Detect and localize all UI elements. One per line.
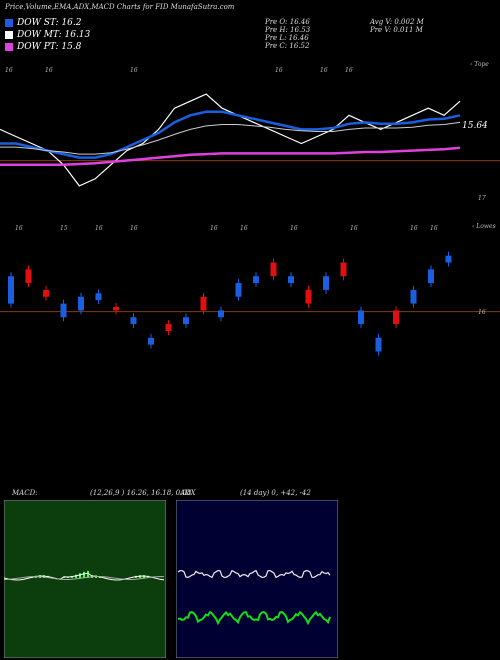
macd-panel: [4, 500, 166, 658]
candle: [60, 303, 67, 318]
date-tick-label: 16: [210, 225, 218, 232]
last-value-label: 15.64: [462, 121, 488, 131]
candle: [78, 296, 84, 311]
date-tick-label: 16: [290, 225, 298, 232]
date-tick-label: 16: [5, 67, 13, 74]
legend-label: DOW MT: 16.13: [17, 30, 91, 40]
candle: [358, 310, 364, 325]
candle: [200, 296, 207, 311]
macd-signal-line: [4, 576, 165, 580]
stat-close: Pre C: 16.52: [265, 42, 310, 50]
candle: [113, 307, 119, 311]
date-tick-label: 16: [320, 67, 328, 74]
stat-pre-volume: Pre V: 0.011 M: [370, 26, 423, 34]
candle: [183, 317, 189, 325]
macd-title: MACD:: [12, 489, 38, 497]
candle: [288, 276, 294, 284]
candle: [428, 269, 434, 284]
adx-panel: [176, 500, 338, 658]
candle: [43, 289, 49, 297]
date-tick-label: 16: [130, 225, 138, 232]
candle: [340, 262, 347, 277]
stat-high: Pre H: 16.53: [265, 26, 311, 34]
date-tick-label: 16: [95, 225, 103, 232]
adx-plus-di-line: [177, 569, 331, 579]
legend-label: DOW PT: 15.8: [17, 42, 82, 52]
legend-dow-pt: DOW PT: 15.8: [5, 42, 81, 52]
candle: [393, 310, 399, 325]
legend-swatch-white: [5, 31, 13, 39]
candle: [165, 324, 172, 331]
date-tick-label: 16: [15, 225, 23, 232]
adx-params: (14 day) 0, +42, -42: [240, 489, 311, 497]
stat-avg-volume: Avg V: 0.002 M: [370, 18, 424, 26]
date-tick-label: 16: [410, 225, 418, 232]
candle: [218, 310, 224, 318]
ema-chart: 16 16 16 16 16 16 ‹ Tope 15.64 17: [0, 61, 500, 202]
series-mid_ema: [0, 121, 461, 155]
price-candle-chart: 16 15 16 16 16 16 16 16 16 16 ‹ Lowes 16: [0, 223, 500, 356]
adx-minus-di-line: [177, 610, 331, 626]
legend-swatch-magenta: [5, 43, 13, 51]
macd-params: (12,26,9 ) 16.26, 16.18, 0.08: [90, 489, 192, 497]
candle: [253, 276, 259, 284]
candle: [130, 317, 137, 325]
series-price_line: [0, 93, 461, 187]
candle: [323, 276, 329, 290]
candle: [270, 262, 277, 277]
date-tick-label: 16: [240, 225, 248, 232]
series-slow_ema: [0, 146, 461, 166]
series-fast_ema: [0, 110, 461, 159]
legend-swatch-blue: [5, 19, 13, 27]
date-tick-label: 16: [345, 67, 353, 74]
candle: [375, 337, 382, 352]
candle: [410, 289, 417, 304]
stat-open: Pre O: 16.46: [265, 18, 310, 26]
adx-background: [176, 500, 338, 658]
chart-title: Price,Volume,EMA,ADX,MACD Charts for FID…: [5, 3, 235, 11]
candle: [305, 289, 312, 304]
legend-label: DOW ST: 16.2: [17, 18, 82, 28]
candle: [445, 255, 452, 263]
candle: [95, 293, 102, 301]
right-top-label: ‹ Lowes: [472, 223, 496, 230]
adx-title: ADX: [180, 489, 196, 497]
legend-dow-mt: DOW MT: 16.13: [5, 30, 90, 40]
date-tick-label: 16: [130, 67, 138, 74]
date-tick-label: 16: [430, 225, 438, 232]
date-tick-label: 16: [45, 67, 53, 74]
date-tick-label: 16: [275, 67, 283, 74]
right-low-label: 17: [478, 195, 486, 202]
candle: [148, 337, 154, 345]
legend-dow-st: DOW ST: 16.2: [5, 18, 82, 28]
candle: [25, 269, 32, 284]
date-tick-label: 16: [350, 225, 358, 232]
date-tick-label: 15: [60, 225, 68, 232]
right-top-label: ‹ Tope: [470, 61, 489, 68]
candle: [235, 283, 242, 297]
right-mid-label: 16: [478, 309, 486, 316]
macd-line: [4, 572, 165, 581]
stat-low: Pre L: 16.46: [265, 34, 309, 42]
candle: [8, 276, 14, 304]
